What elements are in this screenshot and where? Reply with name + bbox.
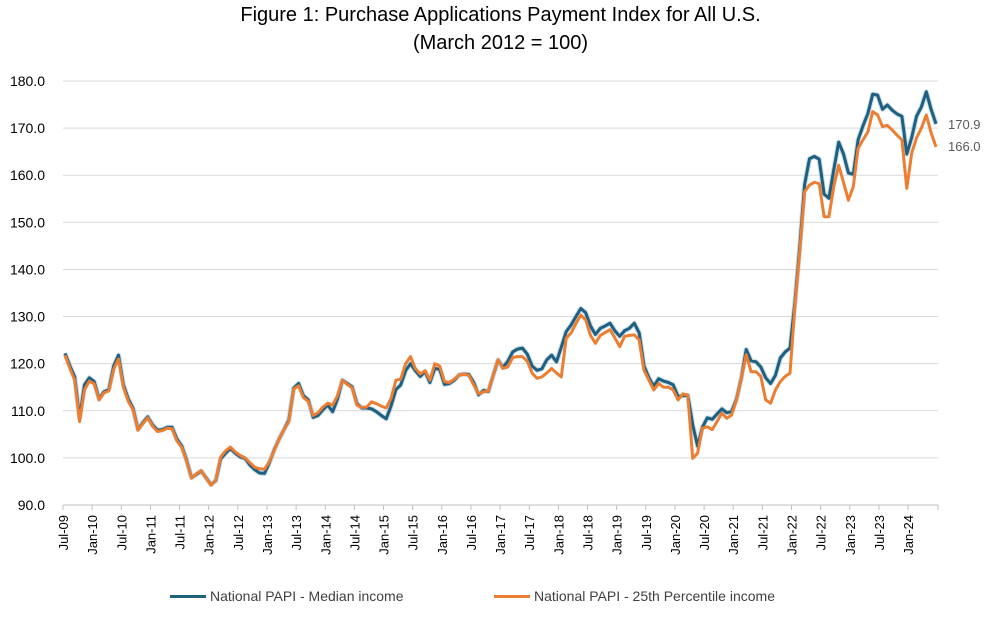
y-tick-label: 160.0 xyxy=(10,167,45,183)
x-tick-label: Jan-17 xyxy=(493,515,508,555)
chart-subtitle: (March 2012 = 100) xyxy=(412,32,589,54)
x-tick-label: Jul-16 xyxy=(464,515,479,550)
end-label-median: 170.9 xyxy=(948,117,981,132)
y-tick-label: 150.0 xyxy=(10,214,45,230)
x-tick-label: Jul-22 xyxy=(814,515,829,550)
x-tick-label: Jan-20 xyxy=(668,515,683,555)
y-tick-label: 120.0 xyxy=(10,356,45,372)
x-tick-label: Jul-18 xyxy=(581,515,596,550)
series-line-median xyxy=(63,90,938,487)
x-tick-label: Jan-11 xyxy=(143,515,158,554)
y-tick-label: 110.0 xyxy=(11,403,45,419)
y-tick-label: 90.0 xyxy=(18,497,45,513)
x-tick-label: Jul-14 xyxy=(347,515,362,550)
x-tick-label: Jul-19 xyxy=(639,515,654,550)
x-tick-label: Jul-12 xyxy=(231,515,246,550)
legend-swatch-median xyxy=(170,594,206,598)
series-line-25th xyxy=(63,110,938,487)
chart-title: Figure 1: Purchase Applications Payment … xyxy=(240,4,761,26)
y-tick-label: 140.0 xyxy=(10,261,45,277)
x-tick-label: Jan-19 xyxy=(610,515,625,555)
x-tick-label: Jan-13 xyxy=(260,515,275,555)
legend-item-median: National PAPI - Median income xyxy=(170,588,404,604)
x-tick-label: Jan-21 xyxy=(726,515,741,555)
x-tick-label: Jul-10 xyxy=(114,515,129,550)
x-tick-label: Jul-09 xyxy=(56,515,71,550)
y-tick-label: 180.0 xyxy=(10,73,45,89)
x-tick-label: Jul-17 xyxy=(522,515,537,550)
x-tick-label: Jan-15 xyxy=(377,515,392,555)
x-tick-label: Jan-14 xyxy=(318,515,333,555)
x-tick-label: Jul-21 xyxy=(755,515,770,550)
x-tick-label: Jul-23 xyxy=(872,515,887,550)
x-tick-label: Jul-11 xyxy=(173,515,188,549)
x-tick-label: Jan-10 xyxy=(85,515,100,555)
x-tick-label: Jan-24 xyxy=(901,515,916,555)
legend-label-25th: National PAPI - 25th Percentile income xyxy=(534,588,775,604)
x-tick-label: Jul-20 xyxy=(697,515,712,550)
legend-label-median: National PAPI - Median income xyxy=(210,588,404,604)
legend-swatch-25th xyxy=(494,594,530,598)
x-tick-label: Jan-18 xyxy=(551,515,566,555)
x-tick-label: Jan-16 xyxy=(435,515,450,555)
y-tick-label: 100.0 xyxy=(10,450,45,466)
legend-item-25th: National PAPI - 25th Percentile income xyxy=(494,588,775,604)
y-tick-label: 170.0 xyxy=(10,120,45,136)
y-tick-label: 130.0 xyxy=(10,309,45,325)
x-tick-label: Jan-23 xyxy=(843,515,858,555)
x-tick-label: Jul-13 xyxy=(289,515,304,550)
x-tick-label: Jul-15 xyxy=(406,515,421,550)
series-halo-median xyxy=(62,89,939,488)
x-tick-label: Jan-12 xyxy=(202,515,217,555)
x-tick-label: Jan-22 xyxy=(785,515,800,555)
end-label-25th: 166.0 xyxy=(948,139,981,154)
